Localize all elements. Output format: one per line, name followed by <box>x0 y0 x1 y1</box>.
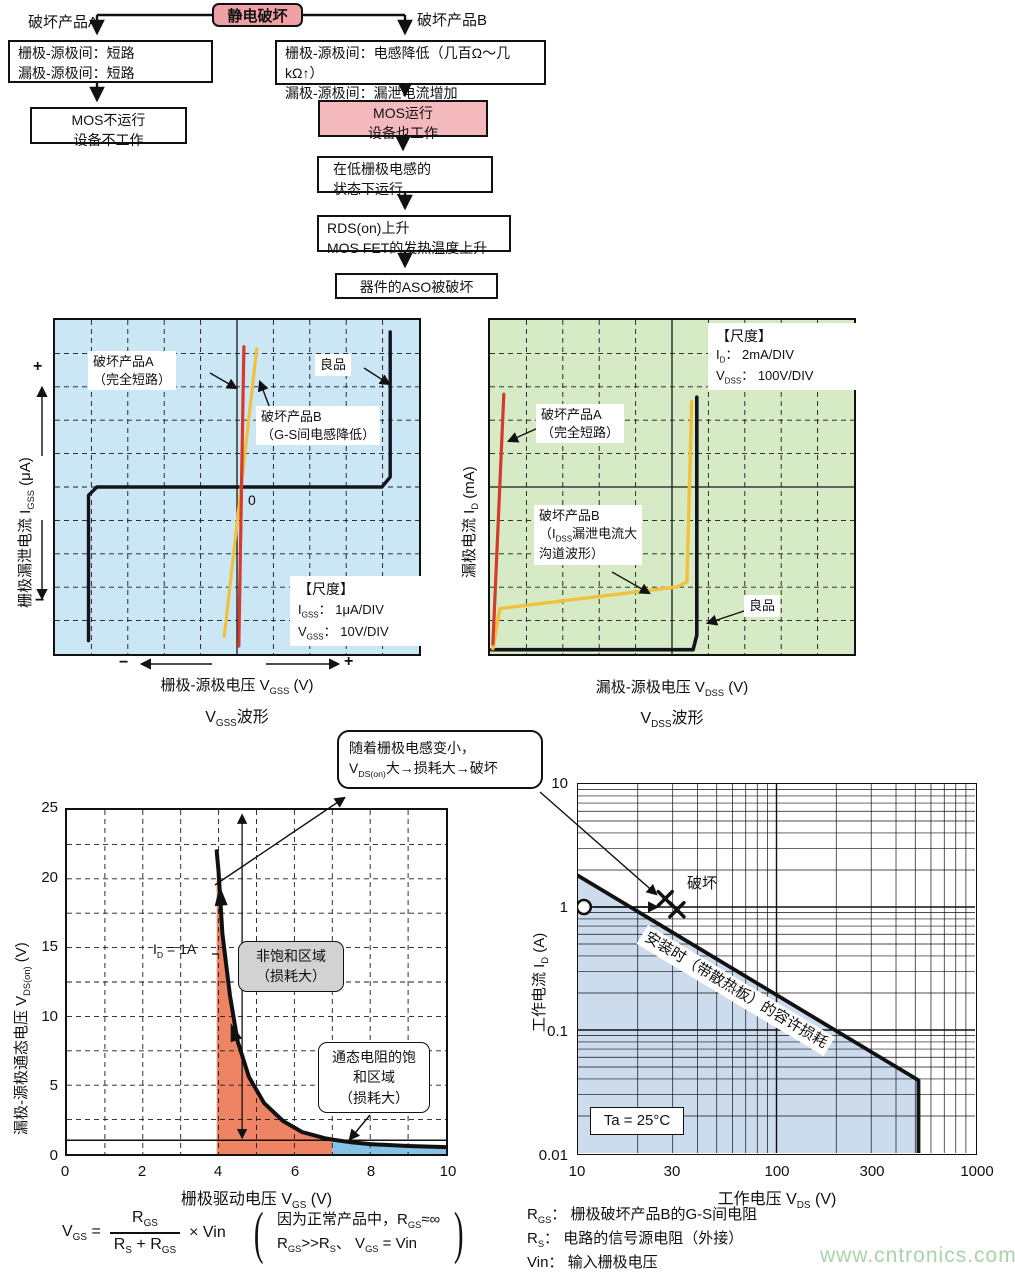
vdss-x-axis-label: 漏极-源极电压 VDSS (V) <box>595 679 749 698</box>
formula-notes: 因为正常产品中，RGS≈∞ RGS>>RS、 VGS = Vin <box>277 1210 441 1254</box>
flowchart-connectors <box>89 13 413 269</box>
vgs-formula: VGS = RGS RS + RGS × Vin ( 因为正常产品中，RGS≈∞… <box>62 1200 469 1265</box>
aso-x-tick: 100 <box>764 1163 790 1180</box>
formula-fraction: RGS RS + RGS <box>109 1209 181 1256</box>
vgss-label-good: 良品 <box>315 354 352 376</box>
vgss-caption: VGSS波形 <box>205 709 269 730</box>
vgss-y-plus: + <box>33 358 43 375</box>
vdss-label-product-b: 破坏产品B （IDSS漏泄电流大 沟道波形） <box>534 505 643 565</box>
aso-x-tick: 10 <box>568 1163 586 1180</box>
branch-a-label: 破坏产品A <box>28 14 99 31</box>
vdson-y-tick: 15 <box>41 938 58 955</box>
aso-chart-panel <box>577 783 977 1155</box>
aso-temperature-box: Ta = 25°C <box>590 1107 684 1135</box>
flow-box-b4: RDS(on)上升 MOS FET的发热温度上升 <box>317 215 511 256</box>
vdson-x-tick: 0 <box>60 1163 70 1180</box>
flow-box-b5: 器件的ASO被破坏 <box>335 273 498 299</box>
vdson-y-tick: 5 <box>49 1077 58 1094</box>
aso-x-tick: 300 <box>859 1163 885 1180</box>
vdson-nonsaturation-label: 非饱和区域 （损耗大） <box>238 941 344 992</box>
symbol-legend: RGS： 栅极破坏产品B的G-S间电阻 RS： 电路的信号源电阻（外接） Vin… <box>527 1206 758 1271</box>
flow-root-box: 静电破坏 <box>212 3 303 27</box>
branch-b-label: 破坏产品B <box>417 12 488 29</box>
vdson-x-axis-label: 栅极驱动电压 VGS (V) <box>180 1191 333 1212</box>
aso-y-tick: 1 <box>559 899 568 916</box>
vgss-label-product-a: 破坏产品A （完全短路） <box>88 351 177 391</box>
formula-lhs: VGS = <box>62 1222 101 1243</box>
vdson-x-tick: 10 <box>439 1163 457 1180</box>
vdson-x-tick: 2 <box>137 1163 147 1180</box>
aso-y-tick: 0.01 <box>538 1147 568 1164</box>
vgss-x-plus: + <box>344 653 354 670</box>
vgss-x-axis-label: 栅极-源极电压 VGSS (V) <box>160 677 314 696</box>
vdss-label-product-a: 破坏产品A （完全短路） <box>536 404 625 444</box>
vdson-x-tick: 4 <box>213 1163 223 1180</box>
flow-box-a1: 栅极-源极间：短路 漏极-源极间：短路 <box>8 40 213 83</box>
flow-box-b1: 栅极-源极间：电感降低（几百Ω～几kΩ↑） 漏极-源极间：漏泄电流增加 <box>275 40 546 101</box>
aso-destroy-label: 破坏 <box>687 875 718 892</box>
vdson-y-tick: 20 <box>41 869 58 886</box>
aso-x-tick: 1000 <box>960 1163 994 1180</box>
flow-box-a2: MOS不运行 设备不工作 <box>30 107 187 148</box>
vdson-y-tick: 25 <box>41 799 58 816</box>
vdss-caption: VDSS波形 <box>640 710 704 731</box>
vdson-y-tick: 10 <box>41 1008 58 1025</box>
vdss-scale-box: 【尺度】 ID： 2mA/DIV VDSS： 100V/DIV <box>708 323 870 390</box>
vdson-y-axis-label: 漏极-源极通态电压 VDS(on) (V) <box>13 942 32 1135</box>
aso-y-axis-label: 工作电流 ID (A) <box>531 932 550 1032</box>
watermark: www.cntronics.com <box>820 1244 1015 1267</box>
flow-box-b2: MOS运行 设备也工作 <box>318 100 488 141</box>
paren-open: ( <box>253 1200 264 1265</box>
aso-x-axis-label: 工作电压 VDS (V) <box>717 1191 837 1212</box>
vgss-y-minus: − <box>35 592 45 609</box>
aso-y-tick: 10 <box>551 775 568 792</box>
aso-x-tick: 30 <box>663 1163 681 1180</box>
flow-box-b3: 在低栅极电感的 状态下运行 <box>317 156 493 197</box>
vdson-saturation-label: 通态电阻的饱 和区域 （损耗大） <box>318 1042 430 1113</box>
vgss-label-product-b: 破坏产品B （G-S间电感降低） <box>256 406 381 446</box>
vdson-x-tick: 6 <box>290 1163 300 1180</box>
vdson-x-tick: 8 <box>366 1163 376 1180</box>
vdson-y-tick: 0 <box>49 1147 58 1164</box>
vdson-id-label: ID = 1A <box>153 941 197 960</box>
aso-y-tick: 0.1 <box>547 1023 568 1040</box>
vdss-label-good: 良品 <box>744 595 781 617</box>
aso-plot <box>578 784 975 1153</box>
paren-close: ) <box>454 1200 464 1265</box>
callout-box: 随着栅极电感变小， VDS(on)大→损耗大→破坏 <box>337 730 543 789</box>
vgss-y-axis-label: 栅极漏泄电流 IGSS (μA) <box>17 457 36 608</box>
vdss-y-axis-label: 漏极电流 ID (mA) <box>461 466 480 578</box>
vgss-scale-box: 【尺度】 IGSS： 1μA/DIV VGSS： 10V/DIV <box>290 576 432 647</box>
vgss-x-minus: − <box>119 654 129 671</box>
formula-rhs: × Vin <box>189 1223 226 1241</box>
vgss-zero-label: 0 <box>248 492 256 508</box>
